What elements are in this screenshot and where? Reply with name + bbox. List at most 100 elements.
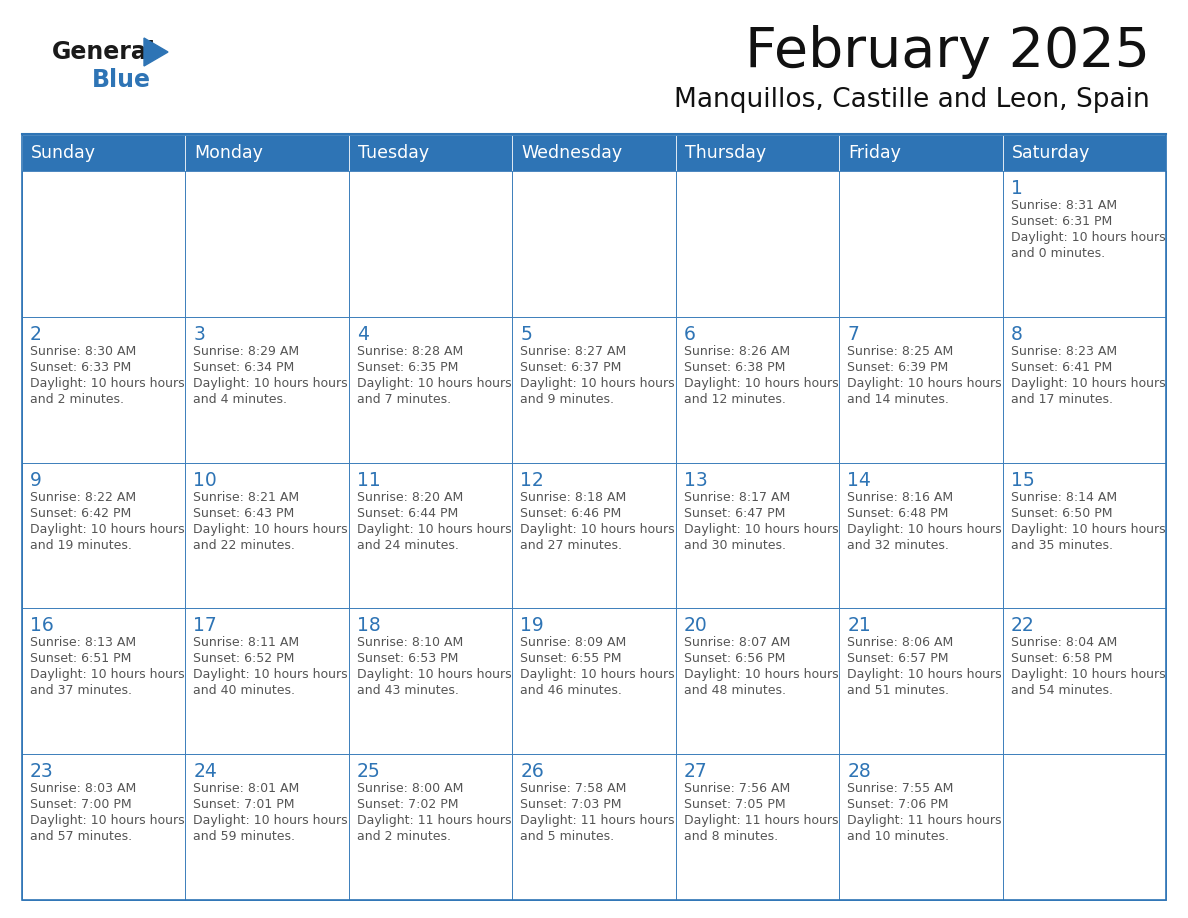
Text: February 2025: February 2025 — [745, 25, 1150, 79]
Bar — [839, 609, 1003, 755]
Text: and 57 minutes.: and 57 minutes. — [30, 830, 132, 844]
Bar — [185, 135, 349, 171]
Text: Manquillos, Castille and Leon, Spain: Manquillos, Castille and Leon, Spain — [675, 87, 1150, 113]
Bar — [1003, 755, 1165, 900]
Text: 6: 6 — [684, 325, 696, 344]
Text: and 54 minutes.: and 54 minutes. — [1011, 685, 1113, 698]
Bar — [676, 463, 839, 609]
Text: Friday: Friday — [848, 144, 901, 162]
Text: and 8 minutes.: and 8 minutes. — [684, 830, 778, 844]
Text: Sunset: 7:02 PM: Sunset: 7:02 PM — [356, 798, 459, 812]
Text: Sunrise: 8:06 AM: Sunrise: 8:06 AM — [847, 636, 954, 649]
Bar — [23, 171, 185, 317]
Text: Daylight: 10 hours hours: Daylight: 10 hours hours — [520, 668, 675, 681]
Text: Daylight: 10 hours hours: Daylight: 10 hours hours — [1011, 522, 1165, 535]
Text: Sunrise: 8:22 AM: Sunrise: 8:22 AM — [30, 490, 137, 504]
Text: 8: 8 — [1011, 325, 1023, 344]
Text: Sunset: 6:43 PM: Sunset: 6:43 PM — [194, 507, 295, 520]
Bar — [512, 317, 676, 463]
Text: Daylight: 10 hours hours: Daylight: 10 hours hours — [847, 668, 1001, 681]
Text: 14: 14 — [847, 471, 871, 489]
Text: and 7 minutes.: and 7 minutes. — [356, 393, 451, 406]
Text: Daylight: 10 hours hours: Daylight: 10 hours hours — [520, 522, 675, 535]
Text: 3: 3 — [194, 325, 206, 344]
Text: 4: 4 — [356, 325, 368, 344]
Bar — [839, 463, 1003, 609]
Text: and 37 minutes.: and 37 minutes. — [30, 685, 132, 698]
Text: Sunrise: 8:18 AM: Sunrise: 8:18 AM — [520, 490, 626, 504]
Text: Daylight: 10 hours hours: Daylight: 10 hours hours — [194, 376, 348, 390]
Text: and 24 minutes.: and 24 minutes. — [356, 539, 459, 552]
Text: Sunset: 6:34 PM: Sunset: 6:34 PM — [194, 361, 295, 374]
Text: Sunset: 6:48 PM: Sunset: 6:48 PM — [847, 507, 948, 520]
Text: 15: 15 — [1011, 471, 1035, 489]
Text: 24: 24 — [194, 762, 217, 781]
Text: and 30 minutes.: and 30 minutes. — [684, 539, 785, 552]
Text: Thursday: Thursday — [684, 144, 766, 162]
Text: Sunset: 6:46 PM: Sunset: 6:46 PM — [520, 507, 621, 520]
Text: Daylight: 11 hours hours: Daylight: 11 hours hours — [356, 814, 511, 827]
Text: Sunset: 6:42 PM: Sunset: 6:42 PM — [30, 507, 131, 520]
Text: Sunday: Sunday — [31, 144, 96, 162]
Text: Sunset: 6:57 PM: Sunset: 6:57 PM — [847, 653, 949, 666]
Bar — [23, 317, 185, 463]
Text: Sunrise: 8:11 AM: Sunrise: 8:11 AM — [194, 636, 299, 649]
Text: and 19 minutes.: and 19 minutes. — [30, 539, 132, 552]
Bar — [23, 135, 1165, 900]
Text: General: General — [52, 40, 156, 64]
Bar — [512, 755, 676, 900]
Text: 12: 12 — [520, 471, 544, 489]
Text: Saturday: Saturday — [1011, 144, 1089, 162]
Text: Sunrise: 8:13 AM: Sunrise: 8:13 AM — [30, 636, 137, 649]
Text: Sunset: 6:51 PM: Sunset: 6:51 PM — [30, 653, 132, 666]
Text: Sunset: 6:56 PM: Sunset: 6:56 PM — [684, 653, 785, 666]
Text: and 12 minutes.: and 12 minutes. — [684, 393, 785, 406]
Text: and 46 minutes.: and 46 minutes. — [520, 685, 623, 698]
Text: Sunset: 7:05 PM: Sunset: 7:05 PM — [684, 798, 785, 812]
Text: and 40 minutes.: and 40 minutes. — [194, 685, 296, 698]
Text: Daylight: 10 hours hours: Daylight: 10 hours hours — [847, 522, 1001, 535]
Bar — [23, 463, 185, 609]
Text: Sunset: 6:44 PM: Sunset: 6:44 PM — [356, 507, 459, 520]
Text: Sunrise: 8:27 AM: Sunrise: 8:27 AM — [520, 345, 626, 358]
Text: Sunset: 7:00 PM: Sunset: 7:00 PM — [30, 798, 132, 812]
Text: Sunrise: 8:01 AM: Sunrise: 8:01 AM — [194, 782, 299, 795]
Text: Sunset: 6:31 PM: Sunset: 6:31 PM — [1011, 215, 1112, 228]
Bar — [1003, 171, 1165, 317]
Text: 21: 21 — [847, 616, 871, 635]
Text: 28: 28 — [847, 762, 871, 781]
Bar — [1003, 609, 1165, 755]
Bar — [185, 755, 349, 900]
Text: 13: 13 — [684, 471, 708, 489]
Bar — [676, 755, 839, 900]
Text: and 5 minutes.: and 5 minutes. — [520, 830, 614, 844]
Bar — [349, 609, 512, 755]
Text: Sunrise: 8:29 AM: Sunrise: 8:29 AM — [194, 345, 299, 358]
Bar — [839, 317, 1003, 463]
Text: Sunset: 6:39 PM: Sunset: 6:39 PM — [847, 361, 948, 374]
Text: Daylight: 10 hours hours: Daylight: 10 hours hours — [356, 522, 512, 535]
Bar — [349, 317, 512, 463]
Text: Daylight: 10 hours hours: Daylight: 10 hours hours — [1011, 231, 1165, 244]
Text: 20: 20 — [684, 616, 708, 635]
Bar — [512, 609, 676, 755]
Bar — [349, 135, 512, 171]
Text: Daylight: 10 hours hours: Daylight: 10 hours hours — [30, 668, 184, 681]
Text: and 17 minutes.: and 17 minutes. — [1011, 393, 1113, 406]
Bar — [512, 135, 676, 171]
Text: Daylight: 10 hours hours: Daylight: 10 hours hours — [356, 376, 512, 390]
Text: 23: 23 — [30, 762, 53, 781]
Text: Daylight: 10 hours hours: Daylight: 10 hours hours — [684, 522, 839, 535]
Text: Tuesday: Tuesday — [358, 144, 429, 162]
Bar — [676, 135, 839, 171]
Bar — [1003, 463, 1165, 609]
Text: Sunset: 6:52 PM: Sunset: 6:52 PM — [194, 653, 295, 666]
Text: Daylight: 10 hours hours: Daylight: 10 hours hours — [30, 814, 184, 827]
Text: and 27 minutes.: and 27 minutes. — [520, 539, 623, 552]
Text: Daylight: 10 hours hours: Daylight: 10 hours hours — [1011, 668, 1165, 681]
Text: Sunrise: 7:58 AM: Sunrise: 7:58 AM — [520, 782, 626, 795]
Text: 11: 11 — [356, 471, 380, 489]
Text: Sunset: 6:55 PM: Sunset: 6:55 PM — [520, 653, 621, 666]
Text: Daylight: 10 hours hours: Daylight: 10 hours hours — [194, 522, 348, 535]
Text: Daylight: 11 hours hours: Daylight: 11 hours hours — [684, 814, 839, 827]
